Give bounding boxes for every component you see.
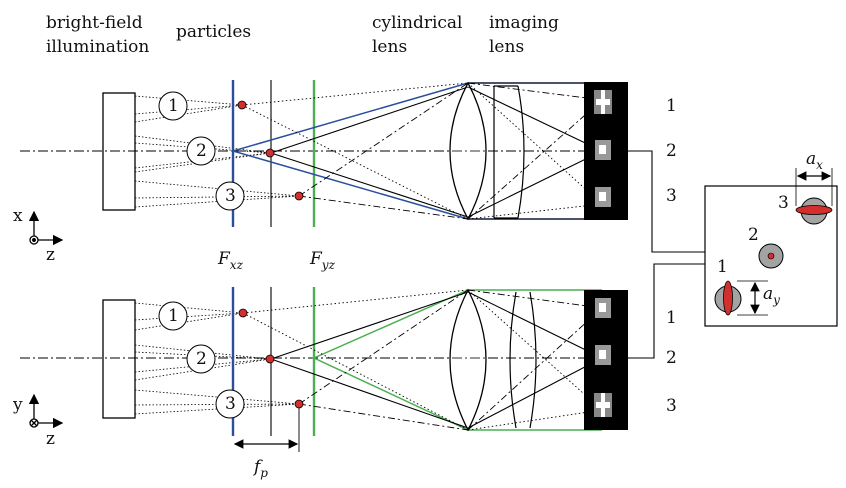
particle-2-top — [265, 148, 275, 158]
illumination-label-line1: bright-field — [46, 13, 143, 33]
spot-3 — [795, 205, 833, 215]
row-number-1-top: 1 — [666, 96, 677, 116]
axes-indicator-bottom — [28, 393, 64, 429]
label-circle-3-bottom — [215, 389, 245, 419]
particle-1-bottom — [238, 308, 248, 318]
particle3-rays-bottom — [298, 289, 603, 431]
particle-3-top — [294, 191, 304, 201]
particle-number-2-top: 2 — [196, 141, 207, 161]
particle-number-2-bottom: 2 — [196, 349, 207, 369]
axis-x-label: x — [13, 206, 23, 226]
label-circle-3-top — [215, 181, 245, 211]
label-circle-1-bottom — [158, 301, 188, 331]
inset-number-2: 2 — [748, 225, 759, 245]
sensor-spots-top — [594, 90, 612, 207]
imaging-lens-label-line2: lens — [489, 37, 525, 57]
imaging-lens-top — [493, 85, 525, 219]
ax-label: ax — [806, 149, 823, 173]
inset-number-1: 1 — [717, 257, 728, 277]
particle-number-3-top: 3 — [225, 186, 236, 206]
connector-lines — [628, 150, 705, 359]
cylindrical-lens-label-line2: lens — [372, 37, 408, 57]
particle2-rays-top — [270, 82, 603, 220]
fxz-label: Fxz — [218, 249, 243, 273]
axis-y-label: y — [13, 395, 23, 415]
particle-number-3-bottom: 3 — [225, 394, 236, 414]
ay-label: ay — [763, 284, 780, 308]
inset-number-3: 3 — [778, 193, 789, 213]
particles-label: particles — [176, 22, 252, 42]
imaging-lens-label-line1: imaging — [489, 13, 559, 33]
label-circle-1-top — [158, 91, 188, 121]
detection-inset — [704, 168, 838, 327]
light-source-bottom — [102, 299, 136, 419]
label-circle-2-top — [186, 136, 216, 166]
particle-3-bottom — [294, 399, 304, 409]
row-number-3-top: 3 — [666, 186, 677, 206]
green-rays-bottom — [312, 289, 602, 431]
label-circle-2-bottom — [186, 344, 216, 374]
row-number-2-bottom: 2 — [666, 348, 677, 368]
cylindrical-lens-bottom — [449, 288, 487, 432]
bottom-setup — [20, 287, 650, 452]
particle-number-1-bottom: 1 — [168, 306, 179, 326]
axis-z-label-bottom: z — [46, 429, 55, 449]
illumination-label-line2: illumination — [46, 37, 150, 57]
fyz-label: Fyz — [310, 249, 335, 273]
particle-1-top — [237, 100, 247, 110]
cylindrical-lens-top — [449, 81, 487, 221]
particle-number-1-top: 1 — [168, 96, 179, 116]
sensor-spots-bottom — [594, 298, 612, 417]
imaging-lens-bottom — [509, 291, 537, 429]
top-setup — [20, 80, 650, 227]
axes-indicator-top — [28, 210, 64, 246]
particle3-rays-top — [298, 82, 603, 220]
row-number-1-bottom: 1 — [666, 308, 677, 328]
particle1-rays-top — [241, 82, 603, 220]
cylindrical-lens-label-line1: cylindrical — [372, 13, 463, 33]
row-number-2-top: 2 — [666, 141, 677, 161]
particle-2-bottom — [265, 354, 275, 364]
row-number-3-bottom: 3 — [666, 396, 677, 416]
axis-z-label-top: z — [46, 245, 55, 265]
spot-1 — [723, 280, 733, 316]
light-source-top — [102, 92, 136, 211]
particle1-rays-bottom — [242, 289, 603, 431]
fp-label: fp — [254, 457, 268, 481]
